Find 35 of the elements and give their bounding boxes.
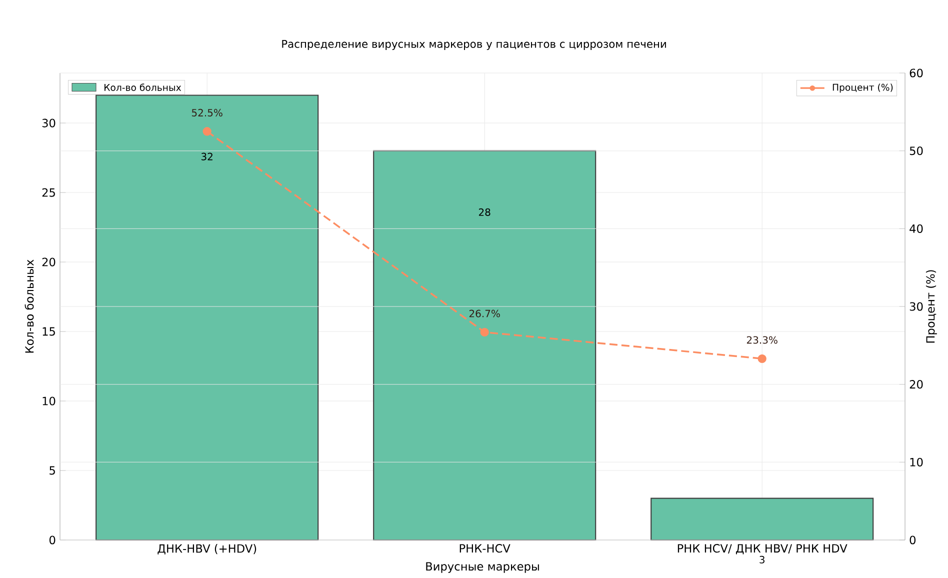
x-tick-label: РНК-HCV [460, 544, 510, 553]
y-tick-label: 5 [50, 466, 55, 475]
chart-title: Распределение вирусных маркеров у пациентов с циррозом печени [282, 40, 666, 50]
legend-label: Процент (%) [832, 84, 893, 93]
y-tick-label: 15 [42, 327, 55, 336]
point [202, 127, 212, 136]
bar [650, 498, 874, 541]
point [758, 354, 766, 363]
y-tick-label: 10 [42, 396, 56, 406]
x-axis-title: Вирусные маркеры [426, 562, 539, 573]
x-tick-label: РНК HCV/ ДНК HBV/ РНК HDV [678, 544, 848, 554]
x-tick-label: ДНК-HBV (+HDV) [158, 544, 256, 554]
y2-tick-label: 0 [910, 536, 916, 544]
y2-tick-label: 50 [910, 146, 923, 156]
y2-axis-title: Процент (%) [926, 270, 937, 343]
legend-label: Кол-во больных [104, 84, 182, 91]
y2-tick-label: 40 [910, 224, 923, 233]
data-label: 26.7% [469, 310, 500, 318]
y-tick-label: 20 [42, 258, 56, 266]
bar [96, 94, 319, 541]
data-label: 32 [201, 152, 212, 160]
y-tick-label: 0 [50, 536, 56, 544]
y2-tick-label: 10 [910, 458, 923, 466]
point [480, 328, 489, 337]
data-label: 52.5% [192, 108, 222, 116]
y2-tick-label: 20 [910, 380, 923, 389]
y2-tick-label: 30 [910, 302, 923, 311]
bar [373, 150, 596, 541]
y-axis-title: Кол-во больных [24, 260, 34, 353]
y2-tick-label: 60 [910, 68, 923, 78]
data-label: 23.3% [746, 336, 778, 344]
y-tick-label: 25 [42, 188, 55, 197]
data-label: 28 [478, 208, 490, 216]
y-tick-label: 30 [42, 118, 56, 128]
data-label: 3 [760, 556, 764, 564]
